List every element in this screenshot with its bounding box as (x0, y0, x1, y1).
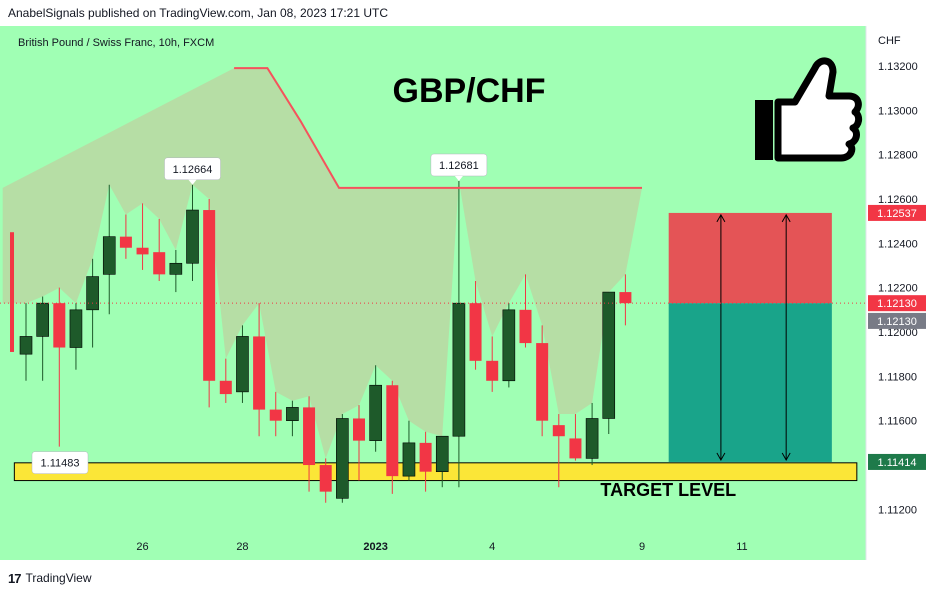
candle-body (319, 465, 332, 492)
candle-body (369, 384, 382, 441)
price-label-layer: 1.12537 1.12130 1.12130 1.11414 (868, 204, 926, 470)
candle-body (186, 209, 199, 264)
candle-body (519, 309, 532, 344)
time-tick-label: 26 (136, 541, 148, 553)
candle-body (119, 236, 132, 248)
time-tick-label: 4 (489, 541, 495, 553)
indicator-band-marker (10, 232, 14, 352)
candle-body (619, 292, 632, 304)
price-tick-label: 1.12400 (878, 238, 918, 250)
candle-body (69, 309, 83, 348)
price-axis-tag (868, 204, 926, 221)
candle-body (269, 409, 282, 421)
target-zone (13, 462, 858, 482)
candles-layer (19, 180, 632, 503)
price-callout-label: 1.12681 (439, 160, 479, 172)
symbol-info: British Pound / Swiss Franc, 10h, FXCM (18, 37, 214, 49)
candle-body (336, 418, 349, 499)
chart-container[interactable]: TARGET LEVEL 1.12664 1.12681 1.11483 Britis… (0, 26, 938, 560)
candle-body (219, 380, 232, 395)
take-profit-zone (668, 303, 832, 462)
position-layer (668, 212, 832, 462)
price-tick-label: 1.11800 (878, 371, 917, 383)
candle-body (303, 407, 316, 466)
candle-body (469, 303, 482, 361)
measure-arrow-head-down (781, 452, 791, 461)
candle-body (452, 302, 466, 437)
price-callout-pointer (188, 179, 197, 185)
tradingview-logo-icon: 17 (8, 570, 22, 586)
thumbs-up-icon (755, 57, 863, 162)
chart-title: GBP/CHF (393, 72, 546, 110)
price-axis-tag (868, 295, 926, 312)
candle-body (203, 210, 216, 381)
candle-body (402, 442, 416, 477)
time-tick-label: 2023 (363, 541, 387, 553)
price-tick-label: 1.12000 (878, 327, 918, 339)
time-tick-label: 11 (736, 541, 747, 553)
candle-body (236, 336, 249, 393)
trailing-stop-line (234, 67, 642, 189)
price-tick-label: 1.11200 (878, 504, 917, 516)
price-tick-label: 1.12600 (878, 194, 918, 206)
target-zone-layer (13, 462, 858, 482)
candle-body (102, 236, 116, 275)
candle-body (502, 309, 516, 382)
candle-body (486, 360, 499, 381)
price-tick-label: 1.11600 (878, 416, 917, 428)
candle-body (602, 291, 616, 419)
candle-body (286, 407, 299, 421)
measure-arrow-head-up (716, 213, 726, 223)
price-callout-label: 1.12664 (173, 164, 213, 176)
stop-loss-zone (668, 212, 832, 304)
candle-body (86, 276, 99, 311)
candle-body (153, 252, 166, 275)
overlay-layer: TARGET LEVEL 1.12664 1.12681 1.11483 (0, 67, 866, 500)
candle-body (253, 336, 266, 410)
measure-arrow-head-up (781, 213, 791, 223)
candle-body (386, 385, 399, 477)
candle-body (136, 247, 149, 255)
price-axis-tag (868, 312, 926, 329)
price-tick-label: 1.12800 (878, 150, 918, 162)
tradingview-footer[interactable]: 17 TradingView (8, 569, 92, 587)
candle-body (569, 438, 582, 459)
price-callout-pointer (454, 175, 463, 181)
candle-body (36, 302, 49, 337)
price-axis-tag (868, 453, 926, 470)
price-axis-tag-label: 1.11414 (878, 457, 917, 469)
candle-body (552, 425, 565, 437)
time-tick-label: 28 (236, 541, 248, 553)
price-chart[interactable]: TARGET LEVEL 1.12664 1.12681 1.11483 Britis… (0, 26, 938, 560)
time-tick-label: 9 (639, 541, 645, 553)
candle-body (353, 418, 365, 441)
candle-body (419, 442, 432, 472)
price-tick-label: 1.13200 (878, 61, 918, 73)
price-axis-background (867, 26, 938, 560)
candle-body (585, 418, 599, 459)
tradingview-brand: TradingView (25, 571, 92, 585)
price-axis-tag-label: 1.12130 (877, 316, 917, 328)
price-axis-tag-label: 1.12537 (877, 208, 917, 220)
price-callout-label: 1.11483 (41, 458, 80, 470)
cloud-layer (2, 68, 642, 459)
indicator-cloud (2, 68, 642, 459)
target-level-label: TARGET LEVEL (600, 480, 736, 500)
price-axis-tag-label: 1.12130 (877, 298, 917, 310)
price-callout-box (31, 451, 89, 474)
price-tick-label: 1.13000 (878, 105, 918, 117)
time-axis: 1262820234911 (136, 541, 747, 553)
publish-info: AnabelSignals published on TradingView.c… (8, 6, 389, 20)
price-tick-label: 1.12200 (878, 283, 918, 295)
candle-body (435, 435, 449, 472)
candle-body (169, 262, 183, 275)
candle-body (536, 343, 549, 421)
candle-body (19, 336, 33, 355)
candle-body (53, 303, 66, 348)
measure-arrow-head-down (716, 452, 726, 461)
currency-label: CHF (878, 35, 901, 47)
